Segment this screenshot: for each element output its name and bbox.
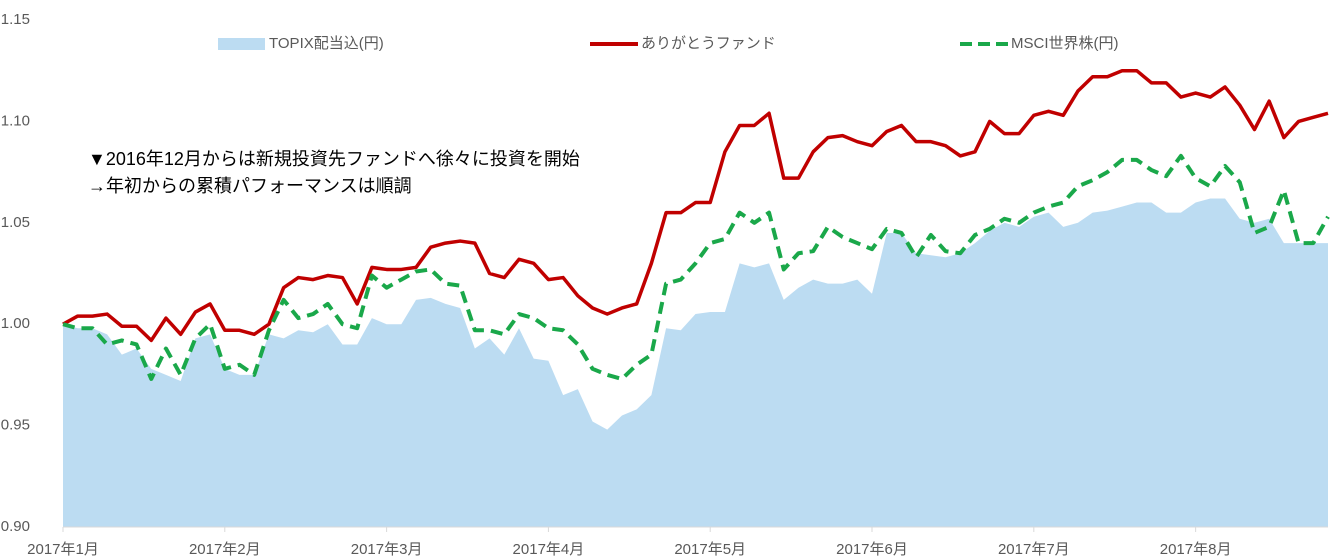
y-tick-label: 0.95 bbox=[1, 417, 30, 434]
x-tick-label: 2017年1月 bbox=[27, 541, 99, 558]
y-tick-label: 0.90 bbox=[1, 518, 30, 535]
annotation: →年初からの累積パフォーマンスは順調 bbox=[88, 176, 412, 196]
x-tick-label: 2017年3月 bbox=[351, 541, 423, 558]
annotation: ▼2016年12月からは新規投資先ファンドへ徐々に投資を開始 bbox=[88, 149, 580, 169]
x-tick-label: 2017年6月 bbox=[836, 541, 908, 558]
y-tick-label: 1.05 bbox=[1, 214, 30, 231]
x-tick-label: 2017年4月 bbox=[513, 541, 585, 558]
area bbox=[63, 198, 1328, 528]
x-tick-label: 2017年8月 bbox=[1160, 541, 1232, 558]
line bbox=[62, 153, 1330, 381]
x-tick-label: 2017年5月 bbox=[674, 541, 746, 558]
y-tick-label: 1.15 bbox=[1, 11, 30, 28]
legend-label: ありがとうファンド bbox=[641, 35, 776, 52]
x-tick-label: 2017年7月 bbox=[998, 541, 1070, 558]
legend-label: MSCI世界株(円) bbox=[1011, 35, 1119, 52]
x-tick-label: 2017年2月 bbox=[189, 541, 261, 558]
line bbox=[62, 68, 1329, 343]
y-tick-label: 1.00 bbox=[1, 315, 30, 332]
plot: 0.90 0.95 1.00 1.05 1.10 1.15 2017年1月 2017年2月 20… bbox=[1, 11, 1330, 558]
legend-label: TOPIX配当込(円) bbox=[269, 35, 384, 52]
legend-swatch bbox=[218, 38, 265, 50]
y-tick-label: 1.10 bbox=[1, 112, 30, 129]
